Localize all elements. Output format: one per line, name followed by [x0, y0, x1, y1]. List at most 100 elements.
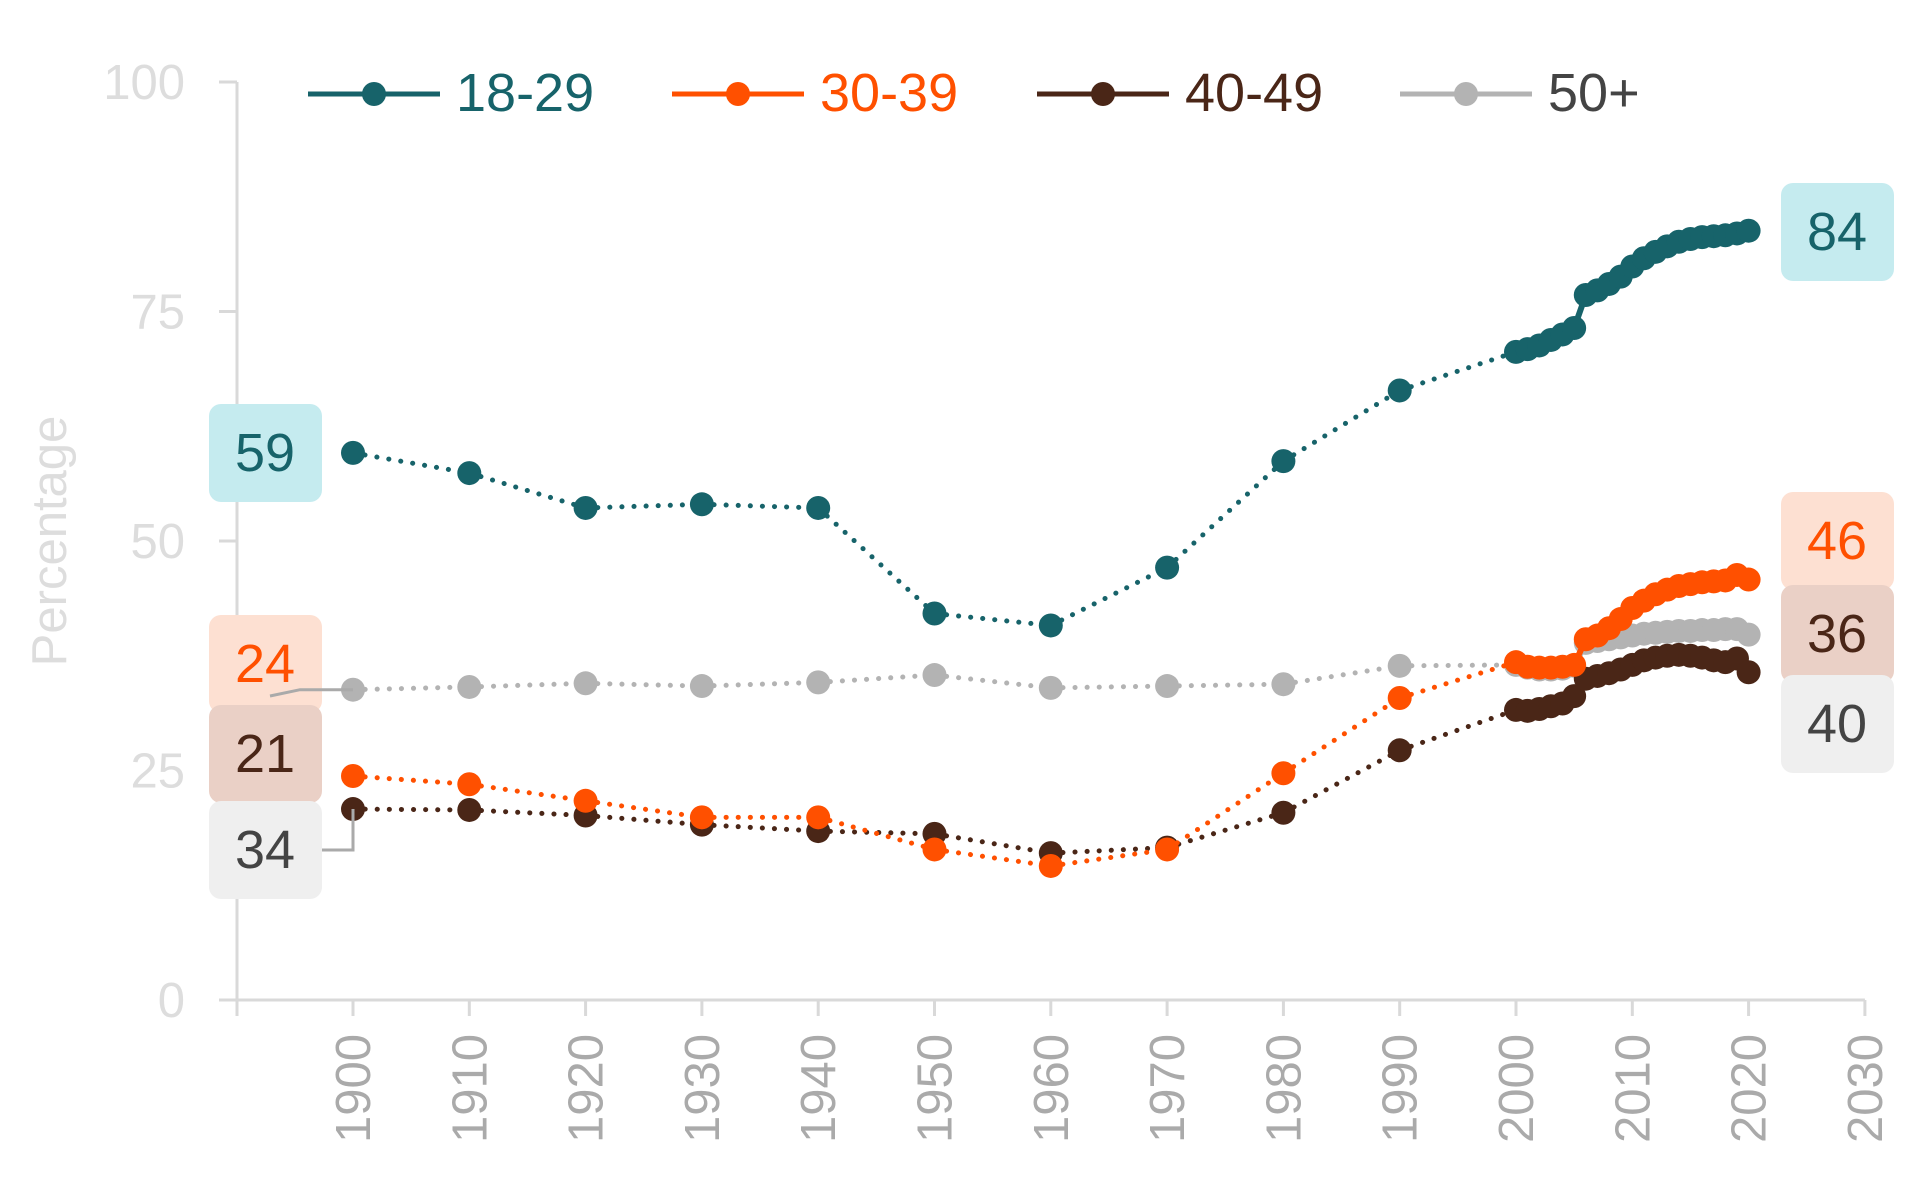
start-label-30-39: 24	[209, 615, 322, 713]
data-point	[457, 674, 482, 699]
axes: 0 25 50 75 100 1900 1910 1920 1930 1940 1950 1960 19…	[103, 56, 1893, 1143]
data-point	[1736, 218, 1761, 243]
data-point	[689, 805, 714, 830]
data-point	[457, 797, 482, 822]
line-segment	[583, 798, 705, 820]
data-point	[1271, 800, 1296, 825]
line-segment	[932, 846, 1054, 869]
x-tick-label: 1950	[909, 1034, 963, 1143]
data-point	[1387, 685, 1412, 710]
y-tick-label: 100	[103, 56, 185, 110]
line-segment	[1164, 458, 1286, 571]
start-value-label: 24	[235, 634, 295, 694]
data-point	[573, 788, 598, 813]
data-point	[922, 601, 947, 626]
data-point	[1155, 555, 1180, 580]
x-tick-label: 1980	[1257, 1034, 1311, 1143]
data-point	[341, 440, 365, 465]
line-segment	[350, 806, 472, 813]
label-box	[1781, 585, 1894, 683]
legend-item: 18-29	[308, 63, 594, 123]
data-point	[1271, 672, 1296, 697]
y-tick-label: 0	[158, 974, 185, 1028]
line-segment	[699, 501, 821, 511]
data-point	[573, 671, 598, 696]
line-segment	[932, 672, 1054, 691]
line-segment	[932, 831, 1054, 856]
data-point	[1038, 675, 1063, 700]
start-label-50+: 34	[209, 801, 322, 899]
line-segment	[1164, 810, 1286, 851]
series-lines	[341, 218, 1761, 878]
label-box	[209, 705, 322, 803]
line-segment	[1164, 770, 1286, 852]
y-tick-label: 75	[130, 286, 185, 340]
line-segment	[815, 672, 937, 685]
line-segment	[1164, 681, 1286, 689]
line-segment	[583, 812, 705, 828]
line-segment	[815, 505, 937, 617]
x-tick-label: 1910	[443, 1034, 497, 1143]
data-point	[922, 837, 947, 862]
data-point	[1736, 567, 1761, 592]
x-tick-label: 2020	[1723, 1034, 1777, 1143]
leader-line	[322, 809, 355, 852]
line-segment	[350, 773, 472, 787]
y-tick-label: 50	[130, 515, 185, 569]
line-segment	[1397, 662, 1519, 669]
line-segment	[1280, 695, 1403, 776]
end-labels: 59 84 24 46 21 36 34 40	[209, 183, 1894, 899]
data-point	[1562, 316, 1587, 341]
y-axis-label: Percentage	[23, 416, 77, 667]
data-point	[689, 492, 714, 517]
legend-item: 50+	[1400, 63, 1640, 123]
data-point	[1387, 653, 1412, 678]
line-segment	[466, 781, 589, 804]
legend-swatch-marker	[1454, 82, 1478, 106]
series-40-49	[341, 642, 1761, 866]
legend-item: 40-49	[1037, 63, 1323, 123]
x-tick-label: 1990	[1374, 1034, 1428, 1143]
x-tick-label: 1970	[1141, 1034, 1195, 1143]
end-label-50+: 40	[1781, 675, 1894, 773]
end-label-30-39: 46	[1781, 492, 1894, 590]
legend-item: 30-39	[672, 63, 958, 123]
data-point	[1038, 853, 1063, 878]
x-tick-label: 2030	[1839, 1034, 1893, 1143]
label-box	[209, 615, 322, 713]
end-label-40-49: 36	[1781, 585, 1894, 683]
data-point	[1736, 660, 1761, 685]
line-segment	[466, 470, 589, 511]
line-segment	[1280, 663, 1403, 687]
data-point	[1736, 622, 1761, 647]
data-point	[806, 805, 831, 830]
start-value-label: 59	[235, 423, 295, 483]
line-segment	[583, 680, 705, 689]
data-point	[1271, 761, 1296, 786]
series-30-39	[341, 562, 1761, 878]
x-tick-label: 1940	[792, 1034, 846, 1143]
data-point	[1155, 837, 1180, 862]
end-value-label: 46	[1807, 511, 1867, 571]
x-tick-label: 2010	[1606, 1034, 1660, 1143]
data-point	[341, 764, 365, 789]
data-point	[806, 495, 831, 520]
data-point	[1387, 738, 1412, 763]
line-segment	[1048, 683, 1170, 691]
line-segment	[583, 501, 705, 511]
x-tick-label: 1930	[676, 1034, 730, 1143]
legend-label: 40-49	[1185, 63, 1323, 123]
data-point	[457, 772, 482, 797]
x-tick-label: 1960	[1025, 1034, 1079, 1143]
label-box	[1781, 492, 1894, 590]
label-box	[1781, 183, 1894, 281]
y-tick-label: 25	[130, 745, 185, 799]
data-point	[1387, 378, 1412, 403]
line-segment	[1397, 349, 1519, 393]
legend-swatch-marker	[1091, 82, 1115, 106]
label-box	[1781, 675, 1894, 773]
data-point	[1271, 449, 1296, 474]
legend-label: 30-39	[820, 63, 958, 123]
legend-label: 50+	[1548, 63, 1640, 123]
end-value-label: 36	[1807, 604, 1867, 664]
